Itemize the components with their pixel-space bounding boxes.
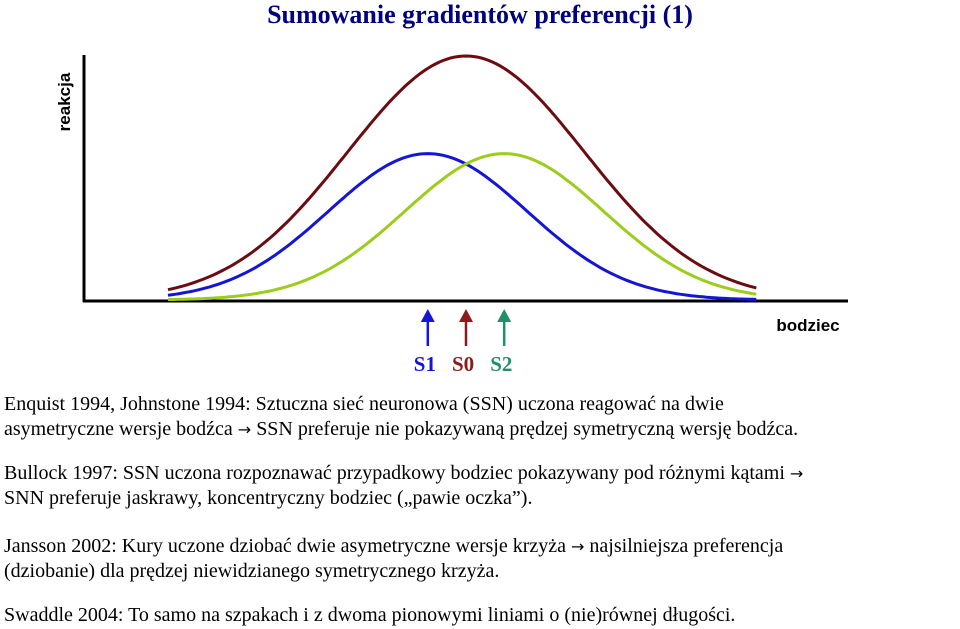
stimulus-arrow-s2 [497,309,512,346]
page-title: Sumowanie gradientów preferencji (1) [267,0,693,29]
stimulus-label-s0: S0 [452,352,475,376]
x-axis-label: bodziec [776,316,839,335]
paragraph-jansson: Jansson 2002: Kury uczone dziobać dwie a… [4,534,960,584]
arrow-right-icon: → [237,420,252,439]
arrow-right-icon: → [571,537,585,556]
text-line: Enquist 1994, Johnstone 1994: Sztuczna s… [4,393,724,415]
stimulus-arrow-s1 [420,309,435,346]
arrow-right-icon: → [789,464,804,483]
y-axis-label: reakcja [55,72,74,131]
stimulus-arrow-s0 [459,309,473,346]
text-line: Swaddle 2004: To samo na szpakach i z dw… [4,604,736,626]
text-line: (dziobanie) dla prędzej niewidzianego sy… [4,560,500,582]
curve-s1 [167,152,757,301]
stimulus-label-s1: S1 [413,352,436,376]
gradient-chart: reakcja bodziec [55,54,848,346]
paragraph-enquist: Enquist 1994, Johnstone 1994: Sztuczna s… [4,392,960,442]
curve-suma [167,54,757,292]
text-line: asymetryczne wersje bodźca → SSN preferu… [4,418,799,440]
text-line: SNN preferuje jaskrawy, koncentryczny bo… [4,487,533,509]
curve-s2 [168,152,757,301]
text-line: Bullock 1997: SSN uczona rozpoznawać prz… [4,462,804,484]
stimulus-label-s2: S2 [490,352,513,376]
paragraph-swaddle: Swaddle 2004: To samo na szpakach i z dw… [4,603,960,628]
paragraph-bullock: Bullock 1997: SSN uczona rozpoznawać prz… [4,461,960,511]
text-line: Jansson 2002: Kury uczone dziobać dwie a… [4,535,784,557]
